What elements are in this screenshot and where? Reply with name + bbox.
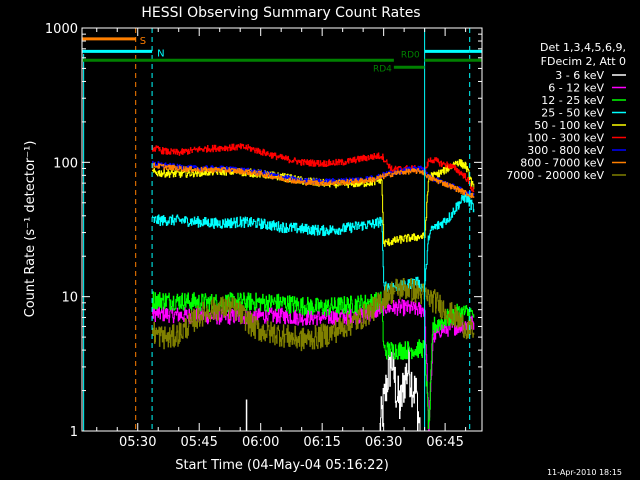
saa-flag-label: S bbox=[140, 36, 146, 47]
series-line-8 bbox=[152, 162, 475, 199]
legend-label-0: 3 - 6 keV bbox=[555, 69, 604, 82]
legend-label-1: 6 - 12 keV bbox=[548, 82, 604, 95]
series-layer bbox=[152, 143, 475, 432]
legend-label-6: 300 - 800 keV bbox=[527, 144, 604, 157]
x-tick-label-3: 06:15 bbox=[303, 435, 340, 450]
y-axis-label: Count Rate (s⁻¹ detector⁻¹) bbox=[23, 141, 38, 318]
legend-label-7: 800 - 7000 keV bbox=[520, 157, 604, 170]
series-line-2 bbox=[152, 299, 475, 432]
chart-title: HESSI Observing Summary Count Rates bbox=[141, 5, 420, 21]
legend-header-0: Det 1,3,4,5,6,9, bbox=[540, 41, 626, 54]
axis-layer: 05:30 05:45 06:00 06:15 06:30 06:45 1 10 100 1000 bbox=[45, 22, 482, 450]
night-flag-label: N bbox=[157, 48, 164, 59]
series-line-1 bbox=[379, 346, 421, 432]
legend-label-5: 100 - 300 keV bbox=[527, 132, 604, 145]
footer-date: 11-Apr-2010 18:15 bbox=[547, 468, 622, 477]
y-tick-label-2: 100 bbox=[53, 156, 78, 171]
y-tick-label-0: 1 bbox=[70, 425, 78, 440]
y-tick-label-1: 10 bbox=[61, 291, 78, 306]
legend-label-4: 50 - 100 keV bbox=[534, 119, 604, 132]
series-line-3 bbox=[152, 291, 475, 429]
legend-header-1: FDecim 2, Att 0 bbox=[541, 55, 626, 68]
legend-label-3: 25 - 50 keV bbox=[541, 107, 604, 120]
x-axis-label: Start Time (04-May-04 05:16:22) bbox=[175, 458, 389, 473]
x-tick-label-1: 05:45 bbox=[180, 435, 217, 450]
x-tick-label-4: 06:30 bbox=[365, 435, 402, 450]
rd0-flag-label: RD0 bbox=[401, 50, 420, 60]
legend-label-8: 7000 - 20000 keV bbox=[506, 169, 604, 182]
x-tick-label-0: 05:30 bbox=[119, 435, 156, 450]
x-tick-label-5: 06:45 bbox=[426, 435, 463, 450]
series-line-9 bbox=[152, 278, 475, 352]
y-tick-label-3: 1000 bbox=[45, 22, 78, 37]
flag-layer: SN RD0 RD4 bbox=[82, 28, 482, 431]
legend-label-2: 12 - 25 keV bbox=[541, 94, 604, 107]
legend: Det 1,3,4,5,6,9,FDecim 2, Att 03 - 6 keV… bbox=[506, 41, 626, 182]
x-tick-label-2: 06:00 bbox=[242, 435, 279, 450]
rd4-flag-label: RD4 bbox=[373, 64, 392, 74]
plot-frame bbox=[81, 27, 483, 432]
series-line-0 bbox=[245, 399, 248, 431]
